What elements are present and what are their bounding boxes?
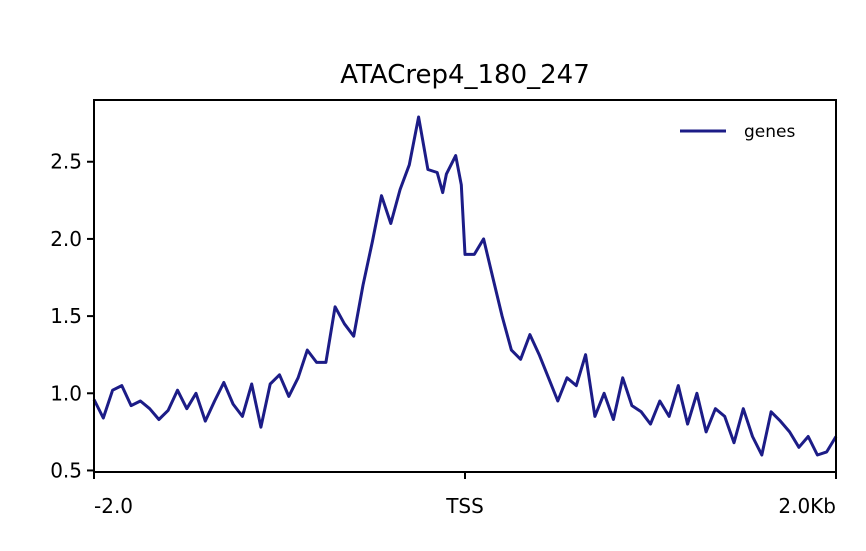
x-tick-label: -2.0: [94, 494, 133, 518]
x-tick-label: TSS: [445, 494, 484, 518]
legend: genes: [680, 122, 795, 142]
y-tick-label: 0.5: [50, 458, 82, 482]
y-tick-label: 1.0: [50, 381, 82, 405]
plot-area: [92, 115, 838, 457]
x-axis: -2.0 TSS 2.0Kb: [93, 472, 837, 518]
y-tick-label: 1.5: [50, 304, 82, 328]
legend-label-genes: genes: [744, 122, 795, 142]
y-tick-label: 2.0: [50, 227, 82, 251]
y-tick-label: 2.5: [50, 150, 82, 174]
x-tick-label: 2.0Kb: [778, 494, 836, 518]
series-line-genes: [92, 115, 838, 457]
y-axis: 0.5 1.0 1.5 2.0 2.5: [50, 150, 94, 482]
chart-title: ATACrep4_180_247: [340, 60, 590, 90]
